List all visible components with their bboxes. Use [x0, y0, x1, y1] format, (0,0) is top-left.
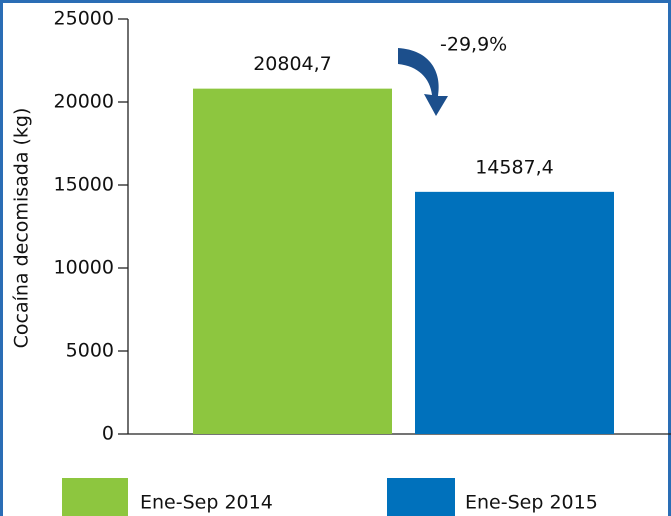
y-tick-label: 0: [102, 423, 114, 445]
bar: [415, 191, 614, 434]
legend-label: Ene-Sep 2015: [465, 492, 598, 514]
legend-swatch: [387, 478, 455, 516]
legend-swatch: [62, 478, 128, 516]
y-tick-label: 10000: [54, 257, 114, 279]
y-tick-label: 15000: [54, 174, 114, 196]
y-tick-label: 20000: [54, 91, 114, 113]
data-label: 20804,7: [253, 53, 332, 75]
annotation: -29,9%: [440, 34, 507, 56]
y-tick-label: 25000: [54, 8, 114, 30]
arrow: [398, 48, 448, 116]
legend-label: Ene-Sep 2014: [140, 492, 273, 514]
data-label: 14587,4: [475, 156, 554, 178]
y-tick-label: 5000: [66, 340, 114, 362]
bar: [193, 88, 392, 435]
y-axis-label: Cocaína decomisada (kg): [11, 108, 33, 349]
